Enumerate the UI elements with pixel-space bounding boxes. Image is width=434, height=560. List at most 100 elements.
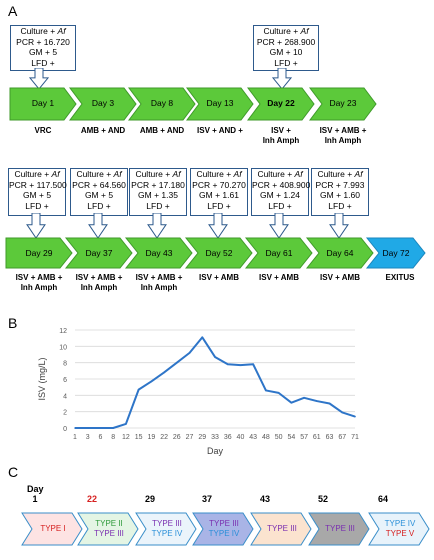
type-chevron <box>21 512 83 546</box>
pcr-line: PCR + 17.180 <box>131 179 185 190</box>
day-label: Day 37 <box>85 248 113 258</box>
data-point <box>303 396 305 399</box>
culture-line: Culture + Af <box>312 169 368 180</box>
treatment-label: AMB + AND <box>80 126 126 135</box>
type-chevron <box>368 512 430 546</box>
gm-line: GM + 1.61 <box>199 190 239 200</box>
culture-text: Culture + <box>76 169 114 179</box>
x-tick-label: 8 <box>111 434 115 441</box>
x-tick-label: 40 <box>237 434 245 441</box>
x-tick-label: 50 <box>275 434 283 441</box>
x-tick-label: 29 <box>198 434 206 441</box>
data-point <box>226 363 229 366</box>
pcr-line: PCR + 408.900 <box>252 179 311 190</box>
timeline-chevron <box>186 87 254 121</box>
data-point <box>99 427 102 429</box>
day-label: Day 64 <box>326 248 354 258</box>
down-arrow-icon <box>269 213 289 239</box>
down-arrow-icon <box>29 68 49 90</box>
day-number: 22 <box>86 494 97 504</box>
day-number: 1 <box>32 494 38 504</box>
y-tick-label: 4 <box>63 393 67 400</box>
x-tick-label: 6 <box>99 434 103 441</box>
treatment-label: ISV + AND + <box>197 126 243 135</box>
panel-c-day-label: Day <box>27 484 44 494</box>
y-tick-label: 12 <box>59 328 67 335</box>
down-arrow-icon <box>272 68 292 90</box>
gm-line: GM + 10 <box>269 47 303 57</box>
type-label: TYPE IV <box>208 529 240 538</box>
organism-text: Af <box>172 169 181 179</box>
organism-text: Af <box>233 169 242 179</box>
row1-timeline <box>9 87 377 121</box>
data-point <box>150 380 153 383</box>
culture-line: Culture + Af <box>254 26 318 37</box>
organism-text: Af <box>354 169 363 179</box>
type-label: TYPE V <box>385 529 415 538</box>
lab-result-callout: Culture + Af PCR + 17.180 GM + 1.35 LFD + <box>129 168 187 216</box>
type-label: TYPE III <box>325 524 355 533</box>
timeline-chevron <box>305 237 374 269</box>
lfd-line: LFD + <box>274 57 298 68</box>
x-tick-label: 26 <box>173 434 181 441</box>
lfd-line: LFD + <box>268 200 292 211</box>
lfd-line: LFD + <box>25 200 49 211</box>
panel-a-label: A <box>8 3 18 19</box>
type-label: TYPE IV <box>151 529 183 538</box>
lfd-line: LFD + <box>146 200 170 211</box>
x-tick-label: 22 <box>160 434 168 441</box>
x-tick-label: 19 <box>147 434 155 441</box>
culture-text: Culture + <box>20 26 58 36</box>
day-label: Day 29 <box>25 248 53 258</box>
type-label: TYPE III <box>209 519 239 528</box>
treatment-label: ISV + AMB + Inh Amph <box>15 273 63 292</box>
treatment-label: ISV + AMB <box>259 273 299 282</box>
organism-text: Af <box>51 169 60 179</box>
data-point <box>341 411 344 414</box>
day-label: Day 61 <box>265 248 293 258</box>
type-label: TYPE III <box>94 529 124 538</box>
type-label: TYPE III <box>267 524 297 533</box>
data-point <box>214 356 216 358</box>
data-point <box>125 423 127 425</box>
y-tick-label: 2 <box>63 410 67 417</box>
data-point <box>277 392 280 394</box>
timeline-chevron <box>128 87 196 121</box>
timeline-chevron <box>309 87 377 121</box>
y-axis-label: ISV (mg/L) <box>37 357 47 400</box>
timeline-chevron <box>244 237 313 269</box>
timeline-chevron <box>184 237 253 269</box>
x-tick-label: 12 <box>122 434 130 441</box>
treatment-label: ISV + AMB <box>320 273 360 282</box>
timeline-chevron <box>5 237 73 269</box>
x-tick-label: 71 <box>351 434 359 441</box>
pcr-line: PCR + 117.500 <box>9 179 67 190</box>
day-label: Day 23 <box>329 98 357 108</box>
x-tick-label: 33 <box>211 434 219 441</box>
day-number: 29 <box>144 494 155 504</box>
culture-text: Culture + <box>196 169 234 179</box>
timeline-chevron <box>124 237 193 269</box>
culture-line: Culture + Af <box>130 169 186 180</box>
data-point <box>112 427 114 429</box>
day-label: Day 22 <box>267 98 295 108</box>
data-point <box>176 361 178 364</box>
down-arrow-icon <box>208 213 228 239</box>
x-tick-label: 63 <box>326 434 334 441</box>
culture-text: Culture + <box>317 169 355 179</box>
x-axis-label: Day <box>207 446 224 456</box>
lab-result-callout: Culture + Af PCR + 7.993 GM + 1.60 LFD + <box>311 168 369 216</box>
down-arrow-icon <box>88 213 108 239</box>
organism-text: Af <box>57 26 66 36</box>
data-point <box>290 401 293 404</box>
x-tick-label: 61 <box>313 434 321 441</box>
lab-result-callout: Culture + Af PCR + 64.560 GM + 5 LFD + <box>70 168 128 216</box>
x-tick-label: 43 <box>249 434 257 441</box>
day-label: Day 43 <box>145 248 173 258</box>
day-label: Day 1 <box>31 98 55 108</box>
lab-result-callout: Culture + Af PCR + 117.500 GM + 5 LFD + <box>8 168 67 216</box>
y-tick-label: 10 <box>59 344 67 351</box>
timeline-chevron <box>64 237 133 269</box>
gm-line: GM + 1.35 <box>138 190 178 200</box>
